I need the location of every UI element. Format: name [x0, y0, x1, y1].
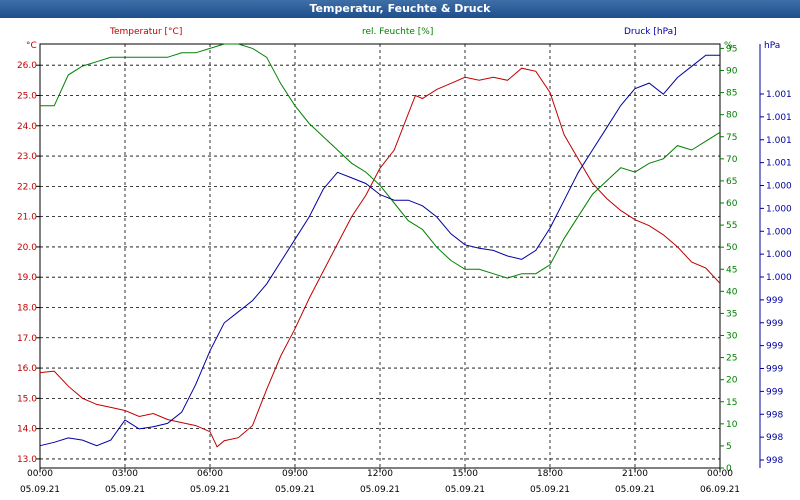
- humidity-tick-label: 35: [726, 309, 737, 319]
- x-tick-time: 18:00: [537, 469, 563, 479]
- temperature-unit: °C: [26, 41, 37, 51]
- temperature-tick-label: 22.0: [17, 182, 37, 192]
- pressure-tick-label: 999: [766, 319, 783, 329]
- humidity-unit: %: [724, 41, 733, 51]
- pressure-tick-label: 1.001: [766, 113, 792, 123]
- temperature-tick-label: 25.0: [17, 91, 37, 101]
- humidity-tick-label: 10: [726, 420, 738, 430]
- x-tick-time: 12:00: [367, 469, 393, 479]
- pressure-tick-label: 998: [766, 456, 783, 466]
- humidity-tick-label: 0: [726, 464, 732, 474]
- humidity-tick-label: 55: [726, 221, 737, 231]
- temperature-tick-label: 24.0: [17, 122, 37, 132]
- x-tick-time: 06:00: [197, 469, 223, 479]
- pressure-tick-label: 1.000: [766, 273, 792, 283]
- humidity-tick-label: 30: [726, 332, 738, 342]
- window-title: Temperatur, Feuchte & Druck: [0, 0, 800, 18]
- chart: 13.0 14.0 15.0 16.0 17.0 18.0 19.0 20.0 21.0 22.0…: [17, 27, 792, 495]
- humidity-tick-label: 40: [726, 287, 738, 297]
- x-tick-date: 05.09.21: [530, 485, 570, 495]
- pressure-tick-label: 1.000: [766, 250, 792, 260]
- humidity-axis-title: rel. Feuchte [%]: [362, 27, 433, 37]
- axis-labels: °C Temperatur [°C] % rel. Feuchte [%] hP…: [26, 27, 780, 51]
- x-tick-date: 05.09.21: [445, 485, 485, 495]
- humidity-tick-label: 65: [726, 177, 737, 187]
- x-tick-date: 05.09.21: [275, 485, 315, 495]
- pressure-tick-label: 999: [766, 296, 783, 306]
- x-tick-date: 05.09.21: [360, 485, 400, 495]
- pressure-tick-label: 1.001: [766, 159, 792, 169]
- temperature-tick-label: 21.0: [17, 213, 37, 223]
- x-tick-time: 09:00: [282, 469, 308, 479]
- temperature-tick-label: 20.0: [17, 243, 37, 253]
- temperature-tick-label: 15.0: [17, 394, 37, 404]
- humidity-tick-label: 45: [726, 265, 737, 275]
- pressure-tick-label: 1.000: [766, 227, 792, 237]
- x-tick-time: 00:00: [27, 469, 53, 479]
- pressure-series-line: [39, 54, 720, 447]
- humidity-tick-label: 90: [726, 67, 738, 77]
- x-tick-date: 05.09.21: [20, 485, 60, 495]
- axes: 13.0 14.0 15.0 16.0 17.0 18.0 19.0 20.0 21.0 22.0…: [17, 44, 792, 495]
- x-tick-time: 21:00: [622, 469, 648, 479]
- x-tick-time: 03:00: [112, 469, 138, 479]
- temperature-tick-label: 18.0: [17, 303, 37, 313]
- humidity-tick-label: 15: [726, 398, 737, 408]
- pressure-tick-label: 999: [766, 365, 783, 375]
- x-tick-date: 06.09.21: [700, 485, 740, 495]
- grid: [40, 44, 720, 468]
- pressure-tick-label: 1.000: [766, 182, 792, 192]
- pressure-tick-label: 1.000: [766, 204, 792, 214]
- pressure-tick-label: 998: [766, 410, 783, 420]
- temperature-axis-title: Temperatur [°C]: [109, 27, 182, 37]
- temperature-tick-label: 19.0: [17, 273, 37, 283]
- temperature-tick-label: 26.0: [17, 61, 37, 71]
- pressure-tick-label: 1.001: [766, 90, 792, 100]
- x-tick-time: 15:00: [452, 469, 478, 479]
- pressure-tick-label: 999: [766, 342, 783, 352]
- temperature-tick-label: 16.0: [17, 364, 37, 374]
- humidity-tick-label: 20: [726, 376, 738, 386]
- humidity-tick-label: 70: [726, 155, 738, 165]
- x-tick-time: 00:00: [707, 469, 733, 479]
- x-tick-date: 05.09.21: [615, 485, 655, 495]
- humidity-tick-label: 50: [726, 243, 738, 253]
- humidity-tick-label: 60: [726, 199, 738, 209]
- temperature-series-line: [39, 67, 721, 448]
- pressure-axis-title: Druck [hPa]: [624, 27, 677, 37]
- pressure-tick-label: 1.001: [766, 136, 792, 146]
- x-tick-date: 05.09.21: [190, 485, 230, 495]
- pressure-tick-label: 998: [766, 433, 783, 443]
- humidity-tick-label: 75: [726, 133, 737, 143]
- pressure-unit: hPa: [764, 41, 780, 51]
- temperature-tick-label: 23.0: [17, 152, 37, 162]
- temperature-tick-label: 13.0: [17, 455, 37, 465]
- temperature-tick-label: 17.0: [17, 334, 37, 344]
- humidity-tick-label: 80: [726, 111, 738, 121]
- humidity-tick-label: 85: [726, 89, 737, 99]
- humidity-tick-label: 95: [726, 44, 737, 54]
- x-tick-date: 05.09.21: [105, 485, 145, 495]
- series-lines: [39, 43, 721, 448]
- humidity-tick-label: 25: [726, 354, 737, 364]
- humidity-tick-label: 5: [726, 442, 732, 452]
- temperature-tick-label: 14.0: [17, 425, 37, 435]
- pressure-tick-label: 999: [766, 387, 783, 397]
- humidity-series-line: [40, 43, 721, 279]
